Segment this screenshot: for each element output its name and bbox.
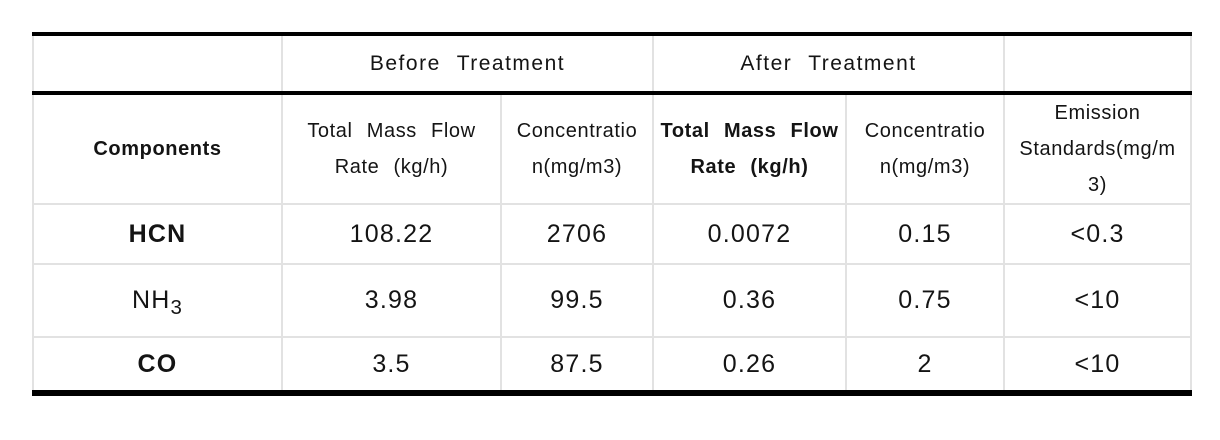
group-header-before-treatment: Before Treatment [281,33,654,95]
cell-nh3-after-mass-flow: 0.36 [652,263,847,338]
group-header-empty-right [1003,33,1193,95]
column-header-emission-standards: Emission Standards(mg/m 3) [1003,92,1193,205]
cell-hcn-before-concentration: 2706 [500,203,654,265]
column-header-before-mass-flow-rate: Total Mass Flow Rate (kg/h) [281,92,502,205]
cell-co-before-mass-flow: 3.5 [281,336,502,394]
column-header-before-concentration: Concentratio n(mg/m3) [500,92,654,205]
cell-hcn-emission-standard: <0.3 [1003,203,1193,265]
cell-nh3-before-mass-flow: 3.98 [281,263,502,338]
cell-component-hcn: HCN [32,203,283,265]
cell-nh3-emission-standard: <10 [1003,263,1193,338]
cell-hcn-after-concentration: 0.15 [844,203,1006,265]
cell-co-after-mass-flow: 0.26 [652,336,847,394]
column-header-components: Components [32,92,283,205]
cell-hcn-before-mass-flow: 108.22 [281,203,502,265]
column-header-row: Components Total Mass Flow Rate (kg/h) C… [32,92,1193,205]
column-header-after-concentration: Concentratio n(mg/m3) [844,92,1006,205]
component-name: HCN [128,219,187,248]
table-row-nh3: NH3 3.98 99.5 0.36 0.75 <10 [32,263,1193,338]
group-header-row: Before Treatment After Treatment [32,33,1193,95]
component-name: CO [137,349,178,378]
emissions-table: Before Treatment After Treatment Compone… [32,32,1193,396]
group-header-empty-left [32,33,283,95]
cell-nh3-before-concentration: 99.5 [500,263,654,338]
cell-hcn-after-mass-flow: 0.0072 [652,203,847,265]
group-header-after-treatment: After Treatment [651,33,1006,95]
table-row-hcn: HCN 108.22 2706 0.0072 0.15 <0.3 [32,203,1193,265]
cell-co-after-concentration: 2 [844,336,1006,394]
cell-component-co: CO [32,336,283,394]
cell-nh3-after-concentration: 0.75 [844,263,1006,338]
column-header-after-mass-flow-rate: Total Mass Flow Rate (kg/h) [652,92,847,205]
cell-co-before-concentration: 87.5 [500,336,654,394]
table-row-co: CO 3.5 87.5 0.26 2 <10 [32,336,1193,394]
component-name: NH [131,286,171,314]
cell-component-nh3: NH3 [32,263,283,338]
component-subscript: 3 [170,296,184,320]
cell-co-emission-standard: <10 [1003,336,1193,394]
